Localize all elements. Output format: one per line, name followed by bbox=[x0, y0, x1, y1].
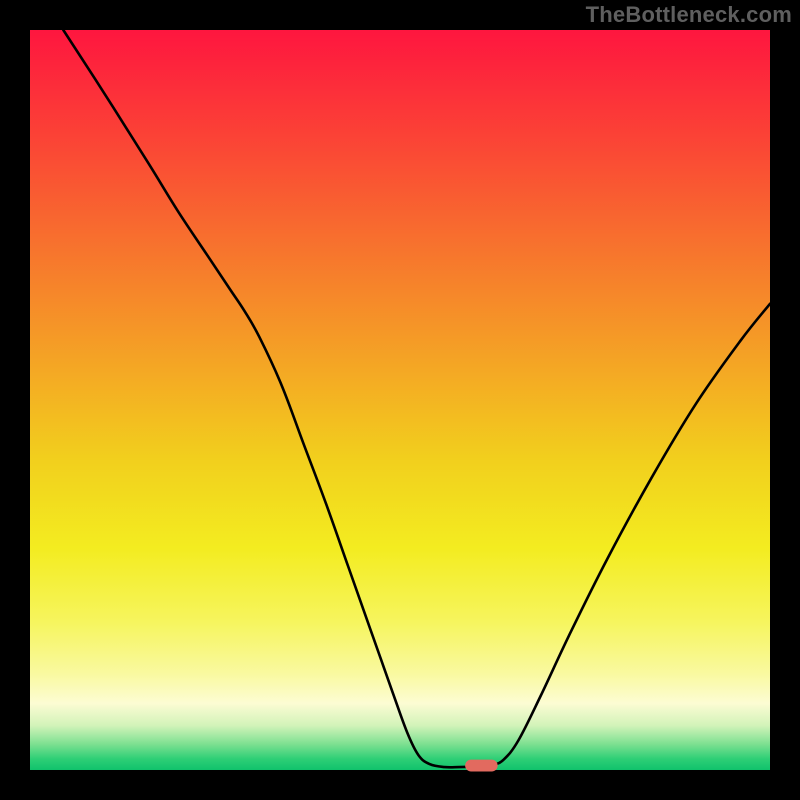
watermark-text: TheBottleneck.com bbox=[586, 2, 792, 28]
chart-stage: TheBottleneck.com bbox=[0, 0, 800, 800]
plot-gradient-background bbox=[30, 30, 770, 770]
bottleneck-curve-chart bbox=[0, 0, 800, 800]
optimal-point-marker bbox=[465, 760, 498, 772]
